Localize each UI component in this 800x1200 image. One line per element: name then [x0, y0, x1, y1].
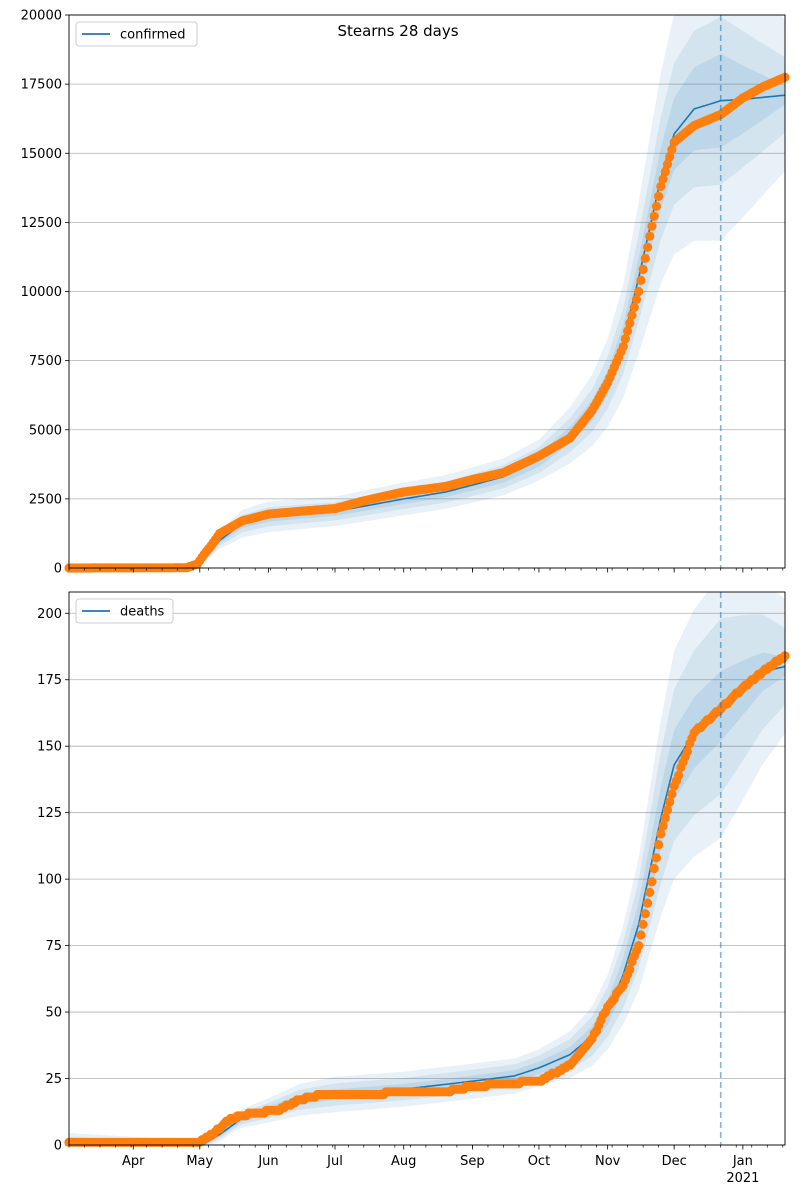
x-tick-label: Sep: [460, 1154, 485, 1169]
axes-frame: [68, 14, 786, 569]
confirmed-panel: 0 2500 5000 7500 10000 12500 15000 17500 20000 co…: [21, 9, 790, 577]
observed-point: [654, 191, 664, 201]
observed-point: [647, 221, 657, 231]
legend-box: [75, 21, 198, 47]
x-tick-label: Dec: [662, 1154, 687, 1169]
observed-point: [634, 286, 644, 297]
observed-point: [649, 211, 659, 221]
uncertainty-band: [69, 652, 785, 1145]
observed-point: [662, 805, 673, 815]
y-tick-label: 125: [37, 806, 62, 821]
observed-point: [651, 201, 662, 211]
x-tick-label: Aug: [391, 1154, 416, 1169]
x-tick-label: May: [186, 1154, 213, 1169]
axes-frame: [68, 591, 786, 1146]
observed-point: [620, 334, 631, 344]
observed-point: [631, 294, 642, 304]
legend-label: deaths: [120, 605, 165, 620]
observed-point: [660, 813, 670, 823]
y-tick-label: 75: [45, 939, 62, 954]
observed-point: [627, 310, 637, 320]
observed-point: [640, 909, 650, 919]
y-tick-label: 25: [45, 1072, 62, 1087]
y-tick-label: 17500: [21, 78, 62, 93]
observed-point: [618, 342, 628, 352]
uncertainty-band: [69, 592, 785, 1145]
y-tick-label: 175: [37, 673, 62, 688]
y-tick-label: 200: [37, 607, 62, 622]
observed-point: [656, 181, 666, 191]
observed-point: [658, 174, 668, 184]
observed-point: [665, 797, 675, 807]
observed-point: [636, 930, 646, 940]
observed-point: [640, 253, 650, 263]
figure-title: Stearns 28 days: [337, 22, 458, 40]
x-tick-label: Oct: [528, 1154, 550, 1169]
observed-point: [643, 242, 653, 252]
observed-point: [634, 941, 644, 951]
observed-point: [645, 887, 655, 898]
observed-point: [645, 231, 655, 241]
observed-point: [651, 853, 662, 863]
observed-point: [667, 789, 677, 799]
y-tick-label: 2500: [29, 492, 62, 507]
observed-point: [647, 877, 657, 887]
x-tick-label: Jun: [257, 1154, 278, 1169]
deaths-panel: 0 25 50 75 100 125 150 175 200 Apr May Jun Jul Aug Sep…: [37, 591, 790, 1186]
y-tick-label: 0: [54, 1139, 62, 1154]
observed-point: [682, 746, 693, 757]
y-tick-label: 50: [45, 1006, 62, 1021]
x-tick-label: Apr: [122, 1154, 145, 1169]
legend-label: confirmed: [120, 28, 186, 43]
legend-box: [75, 598, 174, 624]
y-tick-label: 150: [37, 740, 62, 755]
observed-point: [674, 770, 684, 781]
y-tick-label: 10000: [21, 285, 62, 300]
observed-point: [667, 145, 677, 155]
x-tick-label: Nov: [595, 1154, 621, 1169]
y-tick-label: 5000: [29, 423, 62, 438]
y-tick-label: 100: [37, 873, 62, 888]
y-tick-label: 20000: [21, 9, 62, 24]
x-tick-sublabel: 2021: [726, 1171, 759, 1186]
observed-point: [658, 821, 668, 831]
observed-point: [665, 152, 675, 162]
y-tick-label: 15000: [21, 147, 62, 162]
observed-point: [662, 159, 673, 169]
y-tick-label: 7500: [29, 354, 62, 369]
observed-point: [649, 863, 659, 874]
x-tick-label: Jan: [732, 1154, 753, 1169]
y-tick-label: 0: [54, 562, 62, 577]
observed-point: [638, 264, 648, 274]
uncertainty-band: [69, 54, 785, 568]
uncertainty-band: [69, 614, 785, 1145]
observed-point: [625, 964, 635, 975]
observed-point: [629, 302, 639, 312]
y-tick-label: 12500: [21, 216, 62, 231]
observed-point: [656, 829, 666, 839]
observed-point: [623, 326, 633, 336]
observed-point: [625, 318, 635, 328]
observed-point: [638, 919, 648, 929]
observed-point: [643, 898, 653, 908]
observed-point: [636, 275, 646, 285]
observed-point: [660, 167, 670, 177]
x-tick-label: Jul: [326, 1154, 343, 1169]
observed-point: [654, 840, 664, 850]
